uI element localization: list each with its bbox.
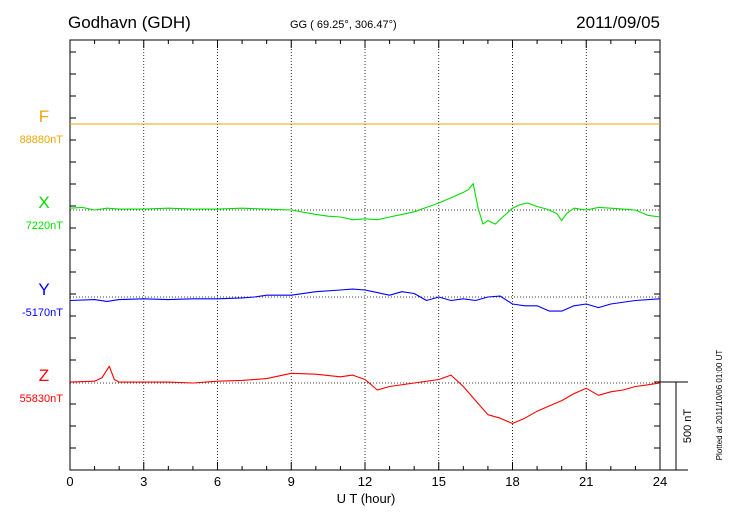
series-line-x (69, 183, 661, 225)
station-coordinates: GG ( 69.25°, 306.47°) (290, 19, 397, 31)
chart-title: Godhavn (GDH) (68, 13, 191, 32)
series-name-x: X (38, 193, 49, 212)
plotted-timestamp: Plotted at 2011/10/06 01:00 UT (715, 350, 724, 461)
series-baseline-z: 55830nT (20, 393, 64, 405)
series-name-f: F (39, 107, 49, 126)
vertical-gridlines (143, 40, 587, 470)
scale-bar: 500 nT (660, 381, 694, 471)
series-baseline-x: 7220nT (26, 220, 64, 232)
series-name-z: Z (39, 366, 49, 385)
data-series (69, 123, 661, 425)
x-tick-label-9: 9 (288, 474, 295, 489)
x-axis-label: U T (hour) (337, 491, 396, 506)
x-tick-label-12: 12 (358, 474, 372, 489)
x-tick-label-3: 3 (140, 474, 147, 489)
x-tick-labels: 0 3 6 9 12 15 18 21 24 (66, 474, 667, 489)
x-tick-label-24: 24 (653, 474, 667, 489)
x-tick-label-15: 15 (432, 474, 446, 489)
series-name-y: Y (38, 280, 49, 299)
x-tick-label-0: 0 (66, 474, 73, 489)
axis-ticks (69, 40, 661, 470)
series-line-y (69, 288, 661, 312)
chart-date: 2011/09/05 (576, 13, 660, 32)
x-tick-label-6: 6 (214, 474, 221, 489)
series-labels: F 88880nT X 7220nT Y -5170nT Z 55830nT (20, 107, 64, 405)
x-tick-label-18: 18 (505, 474, 519, 489)
x-tick-label-21: 21 (579, 474, 593, 489)
series-line-z (69, 365, 661, 425)
series-baseline-f: 88880nT (20, 134, 64, 146)
plot-frame (69, 39, 661, 471)
scale-bar-label: 500 nT (682, 409, 694, 444)
series-baseline-y: -5170nT (22, 307, 63, 319)
